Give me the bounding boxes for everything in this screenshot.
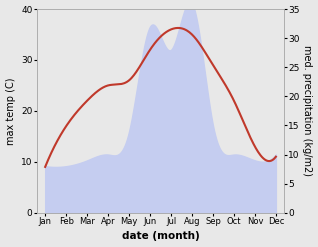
Y-axis label: max temp (C): max temp (C) <box>5 77 16 145</box>
X-axis label: date (month): date (month) <box>122 231 199 242</box>
Y-axis label: med. precipitation (kg/m2): med. precipitation (kg/m2) <box>302 45 313 176</box>
